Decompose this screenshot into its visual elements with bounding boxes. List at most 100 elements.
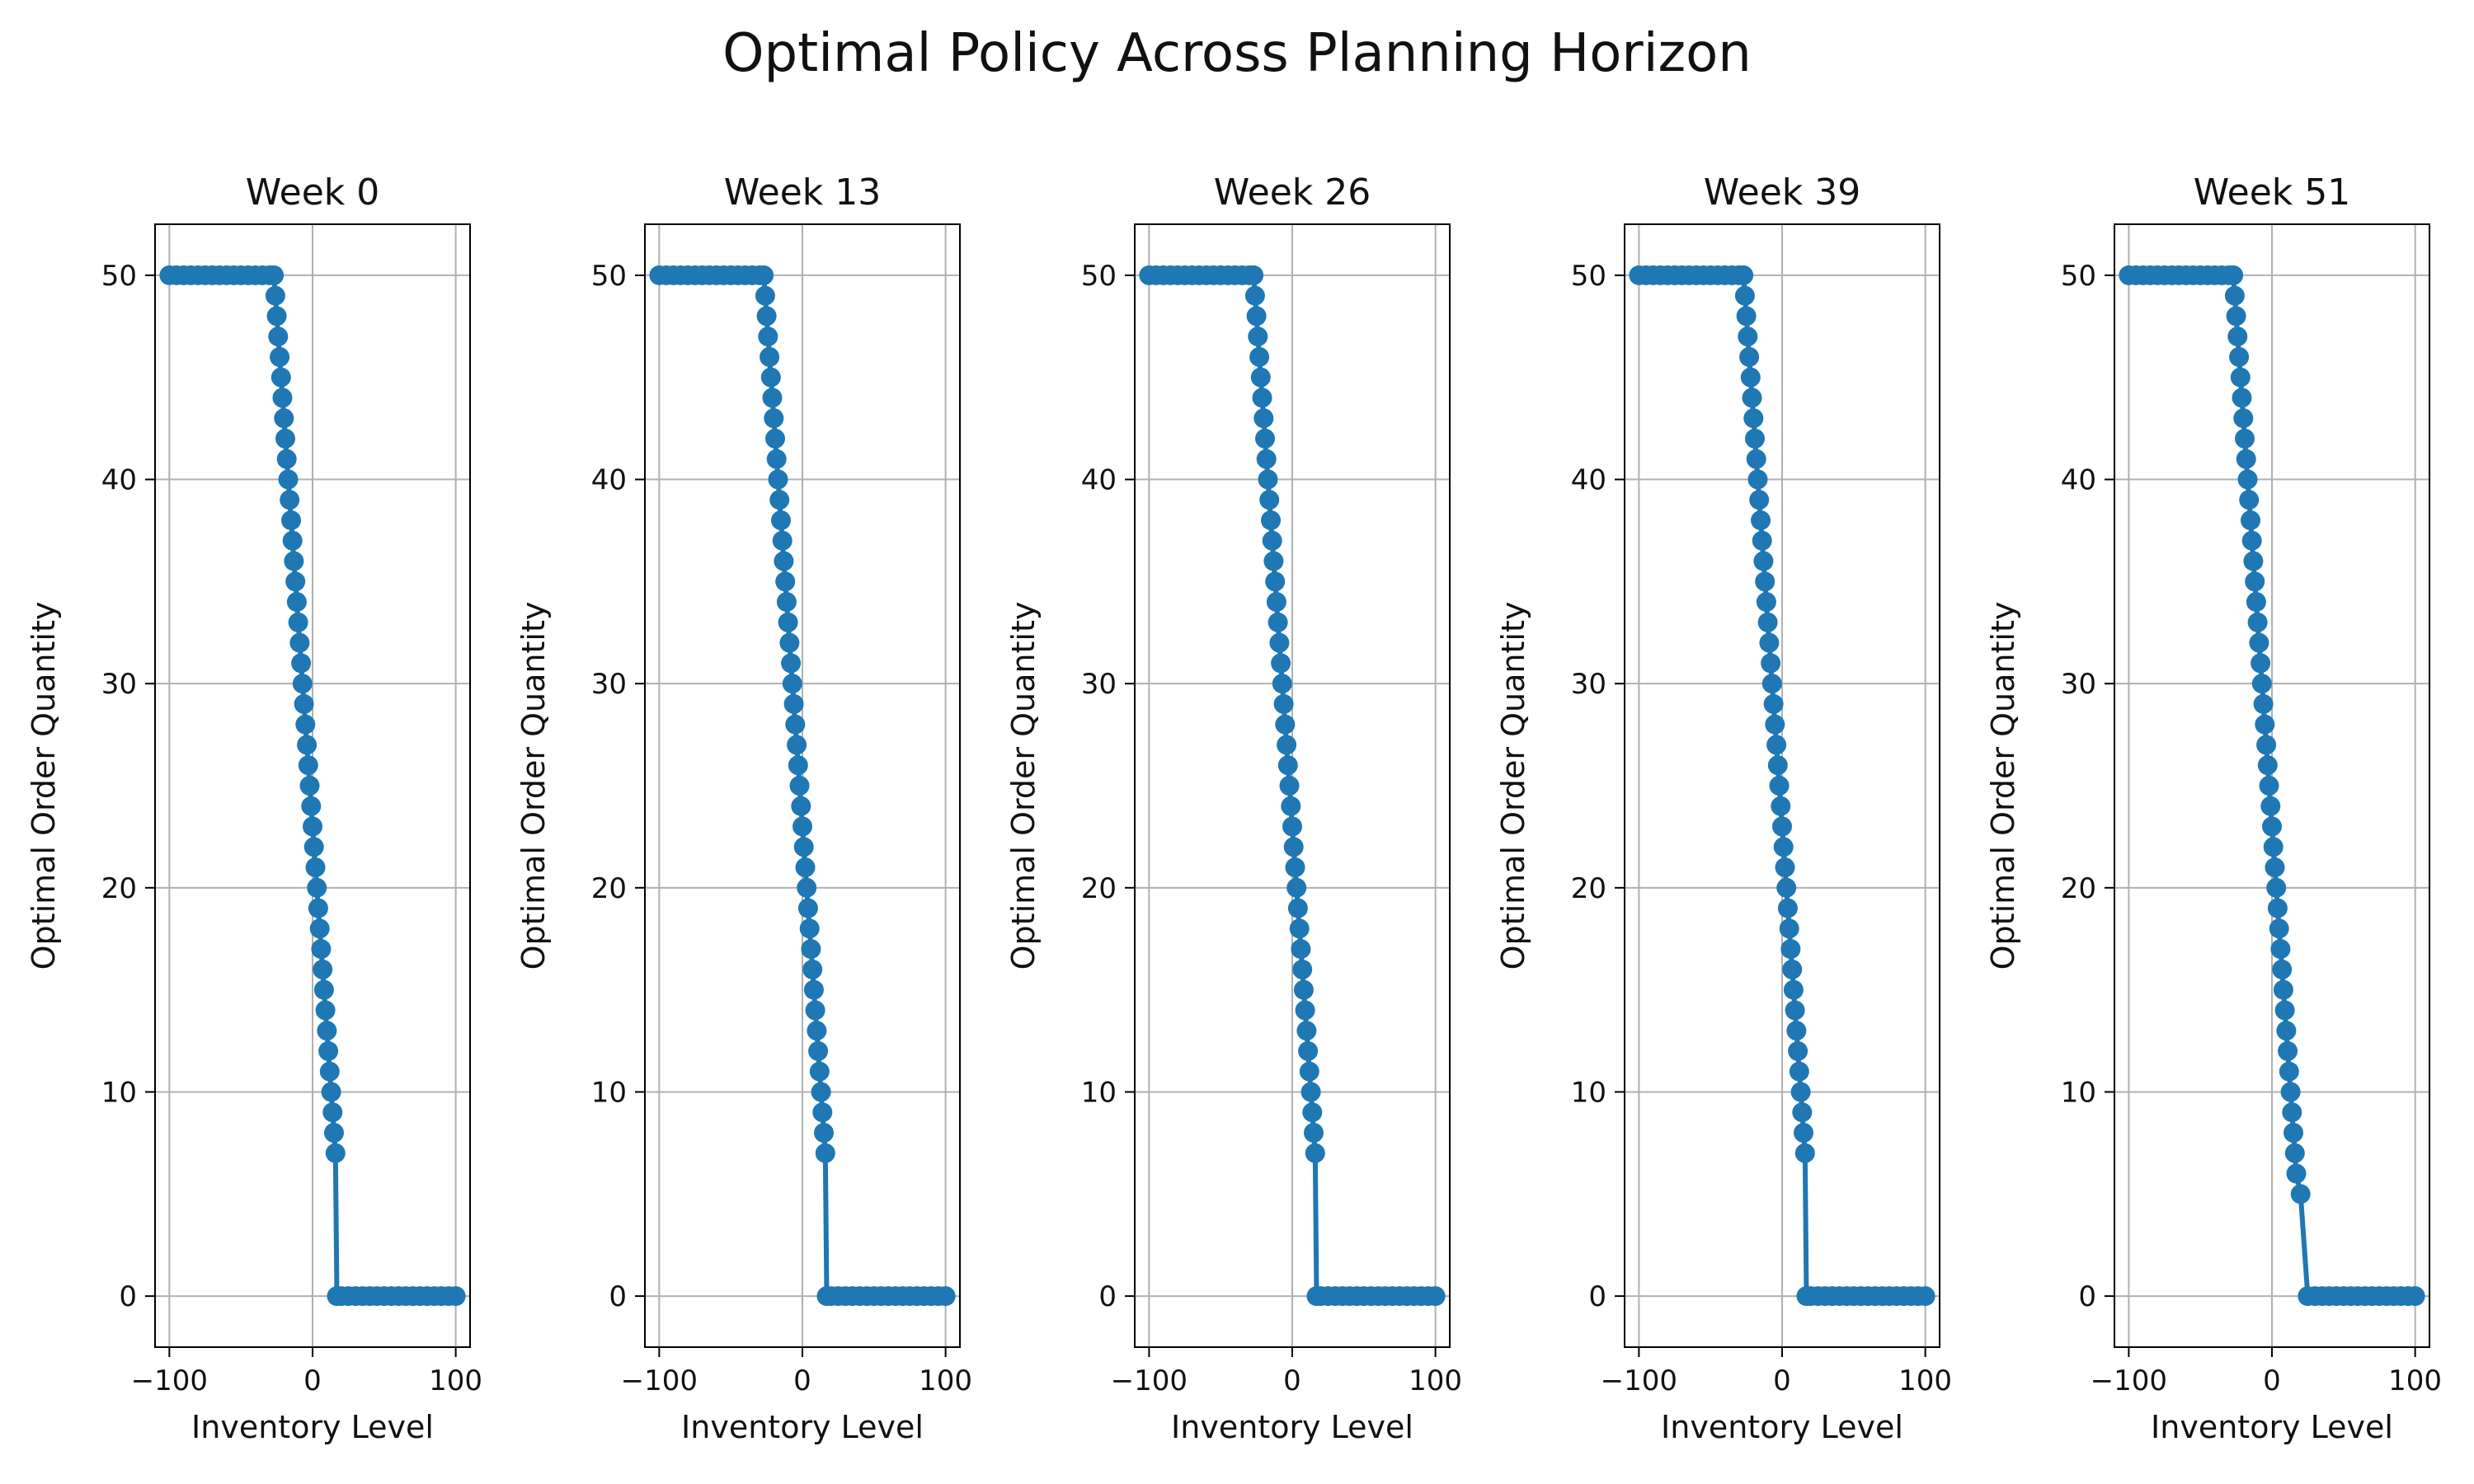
data-point	[1766, 735, 1787, 755]
data-point	[1277, 755, 1298, 776]
data-point	[1790, 1082, 1811, 1102]
y-tick-label: 30	[591, 668, 627, 701]
data-point	[2227, 326, 2248, 347]
x-tick-label: 100	[1409, 1364, 1462, 1397]
y-tick-label: 30	[101, 668, 137, 701]
data-point	[797, 877, 817, 898]
data-point	[308, 898, 328, 918]
data-point	[313, 959, 333, 979]
data-point	[809, 1061, 830, 1082]
data-point	[1304, 1123, 1324, 1143]
y-axis-label: Optimal Order Quantity	[26, 602, 62, 970]
data-point	[778, 612, 798, 632]
data-point	[2284, 1143, 2305, 1163]
data-point	[1794, 1143, 1815, 1163]
data-point	[1742, 387, 1762, 408]
x-tick-label: 100	[429, 1364, 482, 1397]
data-point	[1773, 837, 1794, 857]
data-point	[758, 326, 778, 347]
data-point	[1751, 510, 1771, 531]
x-tick-label: 100	[919, 1364, 972, 1397]
data-point	[2276, 1021, 2297, 1041]
data-point	[1291, 939, 1311, 960]
subplot-2: −100 0 100 0 10 20 30 40 50 Week 26 Inventory Leve…	[1005, 171, 1462, 1445]
data-point	[1763, 693, 1784, 714]
data-point	[301, 796, 322, 816]
data-point	[2249, 632, 2269, 653]
data-point	[1292, 959, 1313, 979]
x-axis-label: Inventory Level	[1171, 1409, 1413, 1445]
data-point	[1745, 429, 1765, 448]
data-point	[2263, 837, 2284, 857]
data-point	[1262, 530, 1282, 551]
data-point	[1752, 530, 1772, 551]
data-point	[2241, 530, 2262, 551]
data-point	[311, 939, 332, 960]
data-point	[2274, 1000, 2295, 1021]
data-point	[764, 408, 784, 429]
data-point	[292, 674, 313, 694]
data-point	[812, 1102, 833, 1123]
data-point	[1268, 612, 1288, 632]
data-point	[1302, 1102, 1323, 1123]
data-point	[1786, 1021, 1807, 1041]
x-tick-label: 100	[2388, 1364, 2442, 1397]
data-point	[771, 510, 791, 531]
data-point	[1265, 571, 1286, 592]
data-point	[1277, 735, 1297, 755]
data-point	[305, 857, 326, 878]
data-point	[2253, 693, 2274, 714]
x-tick-label: 100	[1898, 1364, 1952, 1397]
data-point	[1300, 1082, 1321, 1102]
y-tick-label: 40	[591, 464, 627, 497]
data-point	[2256, 735, 2277, 755]
y-tick-label: 0	[119, 1280, 137, 1313]
data-point	[808, 1040, 829, 1061]
x-tick-label: −100	[1601, 1364, 1677, 1397]
x-tick-label: −100	[1111, 1364, 1188, 1397]
data-point	[765, 429, 785, 448]
data-point	[2278, 1040, 2298, 1061]
data-point	[1761, 653, 1781, 674]
y-tick-label: 20	[1081, 872, 1117, 905]
data-point	[1794, 1123, 1813, 1143]
data-point	[776, 592, 797, 613]
y-tick-label: 40	[1081, 464, 1117, 497]
data-point	[1271, 653, 1291, 674]
data-point	[1283, 837, 1304, 857]
data-point	[272, 387, 293, 408]
data-point	[803, 979, 824, 1000]
data-point	[291, 653, 312, 674]
data-point	[1248, 326, 1268, 347]
data-point	[1780, 939, 1801, 960]
data-point	[1296, 1021, 1317, 1041]
data-point	[2259, 776, 2279, 796]
data-point	[1772, 816, 1792, 837]
data-point	[1782, 959, 1803, 979]
subplot-title: Week 13	[724, 171, 882, 214]
data-point	[324, 1123, 344, 1143]
data-point	[1269, 632, 1290, 653]
x-tick-label: 0	[303, 1364, 322, 1397]
y-tick-label: 30	[2061, 668, 2096, 701]
data-point	[275, 429, 295, 448]
data-point	[2255, 714, 2275, 735]
data-point	[1765, 714, 1785, 735]
data-point	[315, 1000, 336, 1021]
data-point	[2233, 408, 2254, 429]
data-point	[2286, 1163, 2307, 1184]
y-tick-label: 20	[101, 872, 137, 905]
data-point	[760, 367, 781, 387]
data-point	[1915, 1286, 1935, 1307]
data-point	[799, 918, 820, 939]
data-point	[1738, 326, 1758, 347]
data-point	[2229, 347, 2250, 367]
data-point	[1775, 857, 1795, 878]
data-point	[299, 776, 320, 796]
x-tick-label: −100	[131, 1364, 208, 1397]
data-point	[1256, 448, 1277, 469]
data-point	[811, 1082, 831, 1102]
data-point	[2237, 469, 2258, 490]
data-point	[756, 306, 777, 326]
